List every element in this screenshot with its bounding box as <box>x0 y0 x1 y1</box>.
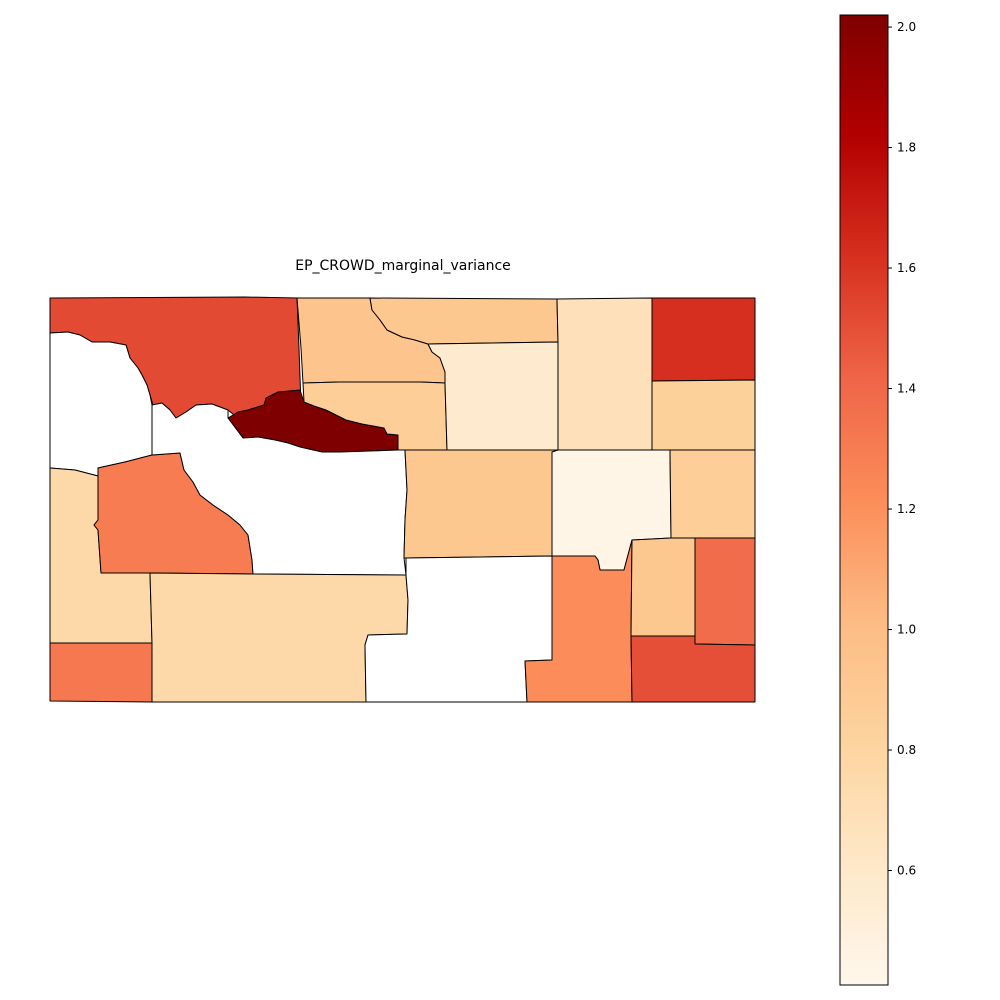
county-east-upper <box>651 379 756 451</box>
county-east-lower <box>694 537 756 646</box>
county-southwest-corner <box>49 642 153 703</box>
county-east-middle <box>669 449 756 539</box>
colorbar-tick-label: 0.8 <box>897 743 916 757</box>
colorbar-tick-label: 1.4 <box>897 382 916 396</box>
county-southeast-upper <box>630 537 696 637</box>
counties-layer <box>49 296 756 703</box>
colorbar-ticks: 0.6 0.8 1.0 1.2 1.4 1.6 1.8 2.0 <box>888 20 916 878</box>
colorbar-tick-label: 2.0 <box>897 20 916 34</box>
county-northeast-corner <box>651 297 756 382</box>
colorbar-tick-label: 0.6 <box>897 864 916 878</box>
colorbar-tick-label: 1.8 <box>897 141 916 155</box>
colorbar-tick-label: 1.0 <box>897 623 916 637</box>
colorbar-frame <box>839 14 889 986</box>
county-mid-band <box>302 381 448 451</box>
colorbar-tick-label: 1.2 <box>897 502 916 516</box>
county-northeast-column <box>556 297 653 451</box>
colorbar <box>840 15 888 985</box>
colorbar-tick-label: 1.6 <box>897 261 916 275</box>
county-central-large <box>151 402 408 576</box>
map-title: EP_CROWD_marginal_variance <box>295 258 511 274</box>
county-north-mid-block <box>427 341 559 451</box>
county-center-block <box>403 449 559 559</box>
county-southeast-corner <box>630 635 756 703</box>
